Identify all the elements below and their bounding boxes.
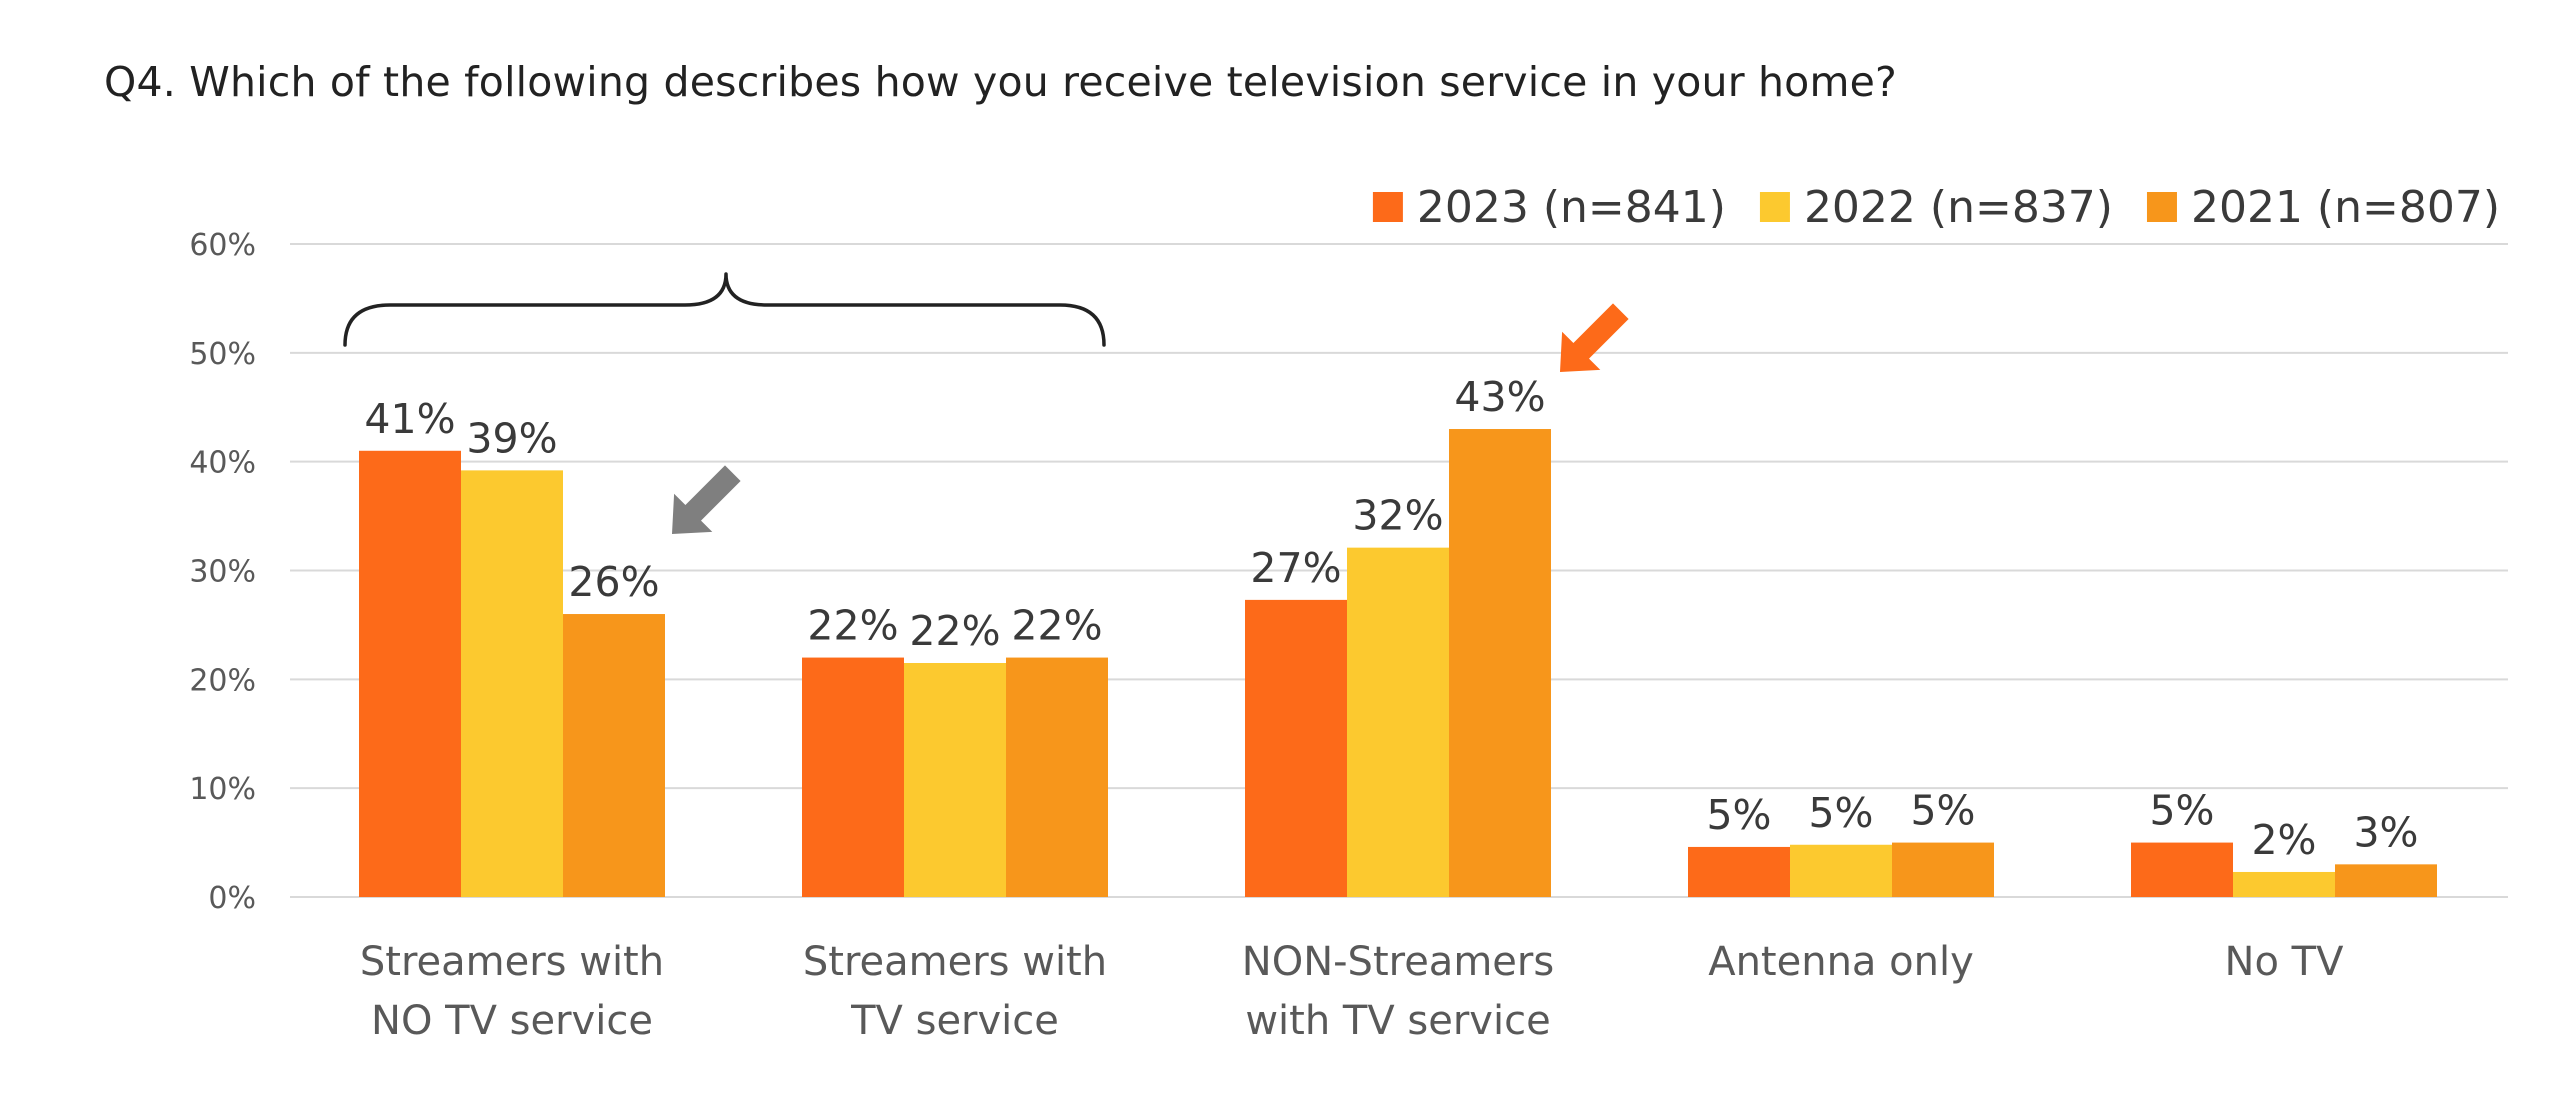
- x-category-label: NON-Streamers: [1242, 939, 1554, 985]
- legend-swatch: [2146, 192, 2177, 222]
- bar: [1790, 844, 1892, 897]
- bar-value-label: 27%: [1250, 544, 1341, 592]
- bar-value-label: 43%: [1454, 373, 1545, 421]
- legend-label: 2022 (n=837): [1804, 182, 2113, 233]
- bar-value-label: 32%: [1352, 492, 1443, 540]
- orange-arrow-annotation: [1560, 303, 1629, 372]
- y-tick-label: 60%: [189, 228, 256, 263]
- legend: 2023 (n=841) 2022 (n=837) 2021 (n=807): [1372, 182, 2500, 233]
- bar: [1688, 846, 1790, 897]
- bar: [1006, 657, 1108, 897]
- x-axis-categories: Streamers with NO TV service Streamers wit…: [360, 939, 2344, 1044]
- y-tick-label: 20%: [189, 663, 256, 698]
- bar-value-label: 2%: [2251, 816, 2316, 864]
- bar: [2233, 871, 2335, 897]
- annotations: [343, 272, 1629, 534]
- legend-swatch: [1759, 192, 1790, 222]
- bar: [2335, 864, 2437, 897]
- bar-value-label: 5%: [1808, 789, 1873, 837]
- x-category-label: NO TV service: [371, 998, 653, 1044]
- y-tick-label: 0%: [208, 881, 256, 916]
- bar: [2131, 842, 2233, 897]
- legend-label: 2021 (n=807): [2191, 182, 2500, 233]
- y-tick-label: 40%: [189, 446, 256, 481]
- y-tick-label: 30%: [189, 555, 256, 590]
- chart-question-title: Q4. Which of the following describes how…: [104, 58, 1897, 106]
- x-category-label: No TV: [2225, 939, 2345, 985]
- bar-value-label: 41%: [364, 395, 455, 443]
- bar: [802, 657, 904, 897]
- bar-value-label: 5%: [1706, 791, 1771, 839]
- bar: [1347, 547, 1449, 897]
- bar: [1892, 842, 1994, 897]
- x-category-label: Streamers with: [360, 939, 664, 985]
- bar: [1449, 429, 1551, 897]
- y-tick-label: 10%: [189, 772, 256, 807]
- bar-value-label: 5%: [2149, 787, 2214, 835]
- y-tick-label: 50%: [189, 337, 256, 372]
- x-category-label: Antenna only: [1708, 939, 1974, 985]
- bar: [1245, 599, 1347, 897]
- x-category-label: TV service: [850, 998, 1059, 1044]
- bar-value-label: 22%: [1011, 602, 1102, 650]
- bar-value-label: 3%: [2353, 808, 2418, 856]
- bracket-annotation: [343, 272, 1106, 347]
- bar: [461, 470, 563, 897]
- bar: [563, 614, 665, 897]
- bar-value-label: 39%: [466, 414, 557, 462]
- legend-label: 2023 (n=841): [1417, 182, 1726, 233]
- bar-value-label: 5%: [1910, 787, 1975, 835]
- bar: [904, 663, 1006, 897]
- x-category-label: with TV service: [1245, 998, 1550, 1044]
- y-axis-ticks: 0% 10% 20% 30% 40% 50% 60%: [189, 228, 256, 916]
- data-labels: 41% 22% 27% 5% 5% 39% 22% 32% 5% 2% 26% 22% 43% 5% 3%: [364, 373, 2418, 864]
- bar-value-label: 22%: [807, 602, 898, 650]
- legend-swatch: [1372, 192, 1403, 222]
- x-category-label: Streamers with: [803, 939, 1107, 985]
- grey-arrow-annotation: [672, 465, 741, 534]
- bar-value-label: 26%: [568, 558, 659, 606]
- bars: [359, 429, 2437, 897]
- bar-value-label: 22%: [909, 607, 1000, 655]
- bar: [359, 450, 461, 897]
